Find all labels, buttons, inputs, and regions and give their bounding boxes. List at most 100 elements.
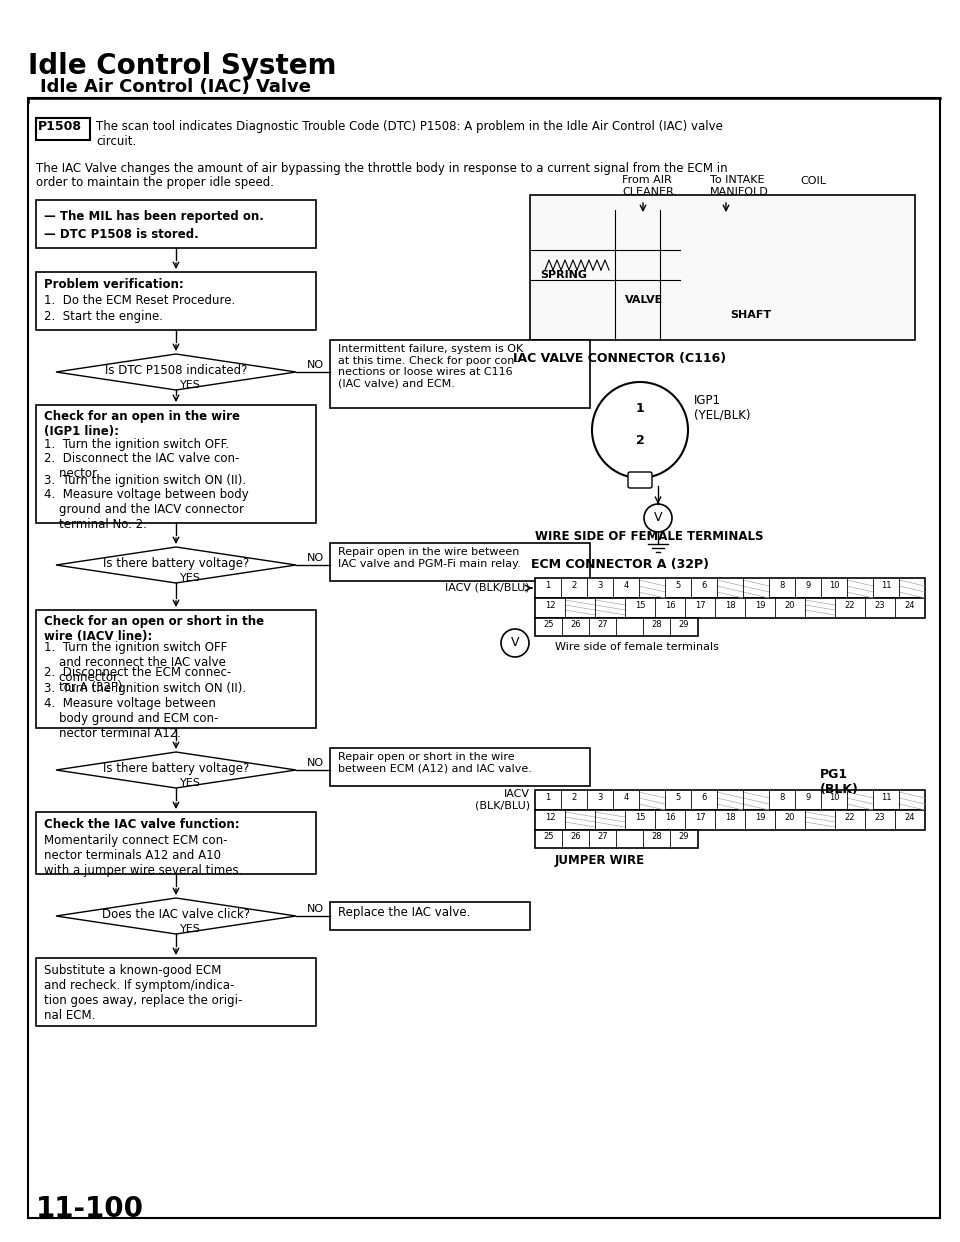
Text: ECM CONNECTOR A (32P): ECM CONNECTOR A (32P) bbox=[531, 558, 709, 571]
Text: 1: 1 bbox=[545, 581, 551, 590]
Text: YES: YES bbox=[180, 924, 201, 934]
Text: NO: NO bbox=[307, 360, 324, 370]
Text: 20: 20 bbox=[784, 814, 795, 822]
Text: 28: 28 bbox=[652, 832, 662, 841]
Text: NO: NO bbox=[307, 758, 324, 768]
Bar bbox=[36, 200, 316, 248]
Text: 24: 24 bbox=[904, 814, 915, 822]
Text: 12: 12 bbox=[544, 601, 555, 610]
Circle shape bbox=[592, 383, 688, 478]
Text: 9: 9 bbox=[805, 581, 810, 590]
Text: 8: 8 bbox=[780, 792, 784, 802]
Text: Wire side of female terminals: Wire side of female terminals bbox=[555, 642, 719, 652]
Text: 1.  Do the ECM Reset Procedure.: 1. Do the ECM Reset Procedure. bbox=[44, 294, 235, 307]
Text: Check for an open in the wire
(IGP1 line):: Check for an open in the wire (IGP1 line… bbox=[44, 410, 240, 438]
Text: 1: 1 bbox=[636, 402, 644, 415]
Text: V: V bbox=[511, 636, 519, 650]
Bar bbox=[330, 543, 590, 581]
Text: 2: 2 bbox=[571, 792, 577, 802]
Text: — The MIL has been reported on.: — The MIL has been reported on. bbox=[44, 210, 264, 224]
Text: Replace the IAC valve.: Replace the IAC valve. bbox=[338, 905, 470, 919]
Text: Idle Air Control (IAC) Valve: Idle Air Control (IAC) Valve bbox=[40, 78, 311, 96]
Text: SHAFT: SHAFT bbox=[730, 310, 771, 320]
Text: 17: 17 bbox=[695, 601, 706, 610]
Text: Repair open or short in the wire
between ECM (A12) and IAC valve.: Repair open or short in the wire between… bbox=[338, 751, 532, 774]
Text: Is there battery voltage?: Is there battery voltage? bbox=[103, 763, 250, 775]
Text: Substitute a known-good ECM
and recheck. If symptom/indica-
tion goes away, repl: Substitute a known-good ECM and recheck.… bbox=[44, 964, 242, 1022]
Text: IACV (BLK/BLU): IACV (BLK/BLU) bbox=[445, 582, 530, 592]
Text: IAC VALVE CONNECTOR (C116): IAC VALVE CONNECTOR (C116) bbox=[514, 351, 727, 365]
Text: IACV
(BLK/BLU): IACV (BLK/BLU) bbox=[475, 789, 530, 811]
Bar bbox=[36, 812, 316, 874]
Text: 5: 5 bbox=[676, 581, 681, 590]
Bar bbox=[330, 340, 590, 409]
Polygon shape bbox=[56, 898, 296, 934]
Text: 22: 22 bbox=[845, 601, 855, 610]
Text: 12: 12 bbox=[544, 814, 555, 822]
Text: 4: 4 bbox=[623, 581, 629, 590]
Bar bbox=[535, 578, 925, 597]
Text: 24: 24 bbox=[904, 601, 915, 610]
Text: Intermittent failure, system is OK
at this time. Check for poor con-
nections or: Intermittent failure, system is OK at th… bbox=[338, 344, 523, 389]
Text: Idle Control System: Idle Control System bbox=[28, 52, 337, 79]
Text: 2.  Start the engine.: 2. Start the engine. bbox=[44, 310, 163, 323]
Text: 11: 11 bbox=[880, 581, 891, 590]
Text: — DTC P1508 is stored.: — DTC P1508 is stored. bbox=[44, 229, 199, 241]
FancyBboxPatch shape bbox=[628, 472, 652, 488]
Text: 26: 26 bbox=[570, 620, 581, 628]
Text: 4: 4 bbox=[623, 792, 629, 802]
Text: 28: 28 bbox=[652, 620, 662, 628]
Text: 29: 29 bbox=[679, 832, 689, 841]
Text: 17: 17 bbox=[695, 814, 706, 822]
Bar bbox=[535, 790, 925, 810]
Text: order to maintain the proper idle speed.: order to maintain the proper idle speed. bbox=[36, 176, 274, 189]
Text: 11: 11 bbox=[880, 792, 891, 802]
Text: YES: YES bbox=[180, 777, 201, 787]
Text: 2.  Disconnect the ECM connec-
    tor A (32P).: 2. Disconnect the ECM connec- tor A (32P… bbox=[44, 666, 231, 694]
Text: 3: 3 bbox=[597, 792, 603, 802]
Text: 18: 18 bbox=[725, 814, 735, 822]
Text: 25: 25 bbox=[543, 832, 554, 841]
Text: COIL: COIL bbox=[800, 176, 826, 186]
Text: IGP1
(YEL/BLK): IGP1 (YEL/BLK) bbox=[694, 394, 751, 422]
Text: 1.  Turn the ignition switch OFF
    and reconnect the IAC valve
    connector.: 1. Turn the ignition switch OFF and reco… bbox=[44, 641, 228, 684]
Text: 4.  Measure voltage between
    body ground and ECM con-
    nector terminal A12: 4. Measure voltage between body ground a… bbox=[44, 697, 218, 740]
Text: The IAC Valve changes the amount of air bypassing the throttle body in response : The IAC Valve changes the amount of air … bbox=[36, 161, 728, 175]
Bar bbox=[535, 619, 698, 636]
Text: 1: 1 bbox=[545, 792, 551, 802]
Text: 6: 6 bbox=[702, 792, 707, 802]
Text: P1508: P1508 bbox=[38, 120, 82, 133]
Bar bbox=[535, 830, 698, 848]
Text: Check the IAC valve function:: Check the IAC valve function: bbox=[44, 818, 240, 831]
Bar bbox=[622, 392, 658, 422]
Text: From AIR
CLEANER: From AIR CLEANER bbox=[622, 175, 674, 196]
Bar bbox=[330, 902, 530, 930]
Text: 2.  Disconnect the IAC valve con-
    nector.: 2. Disconnect the IAC valve con- nector. bbox=[44, 452, 239, 479]
Text: Momentarily connect ECM con-
nector terminals A12 and A10
with a jumper wire sev: Momentarily connect ECM con- nector term… bbox=[44, 833, 242, 877]
Text: The scan tool indicates Diagnostic Trouble Code (DTC) P1508: A problem in the Id: The scan tool indicates Diagnostic Troub… bbox=[96, 120, 723, 148]
Text: Is DTC P1508 indicated?: Is DTC P1508 indicated? bbox=[105, 364, 247, 378]
Text: 11-100: 11-100 bbox=[36, 1195, 144, 1223]
Text: Does the IAC valve click?: Does the IAC valve click? bbox=[102, 908, 250, 922]
Bar bbox=[36, 958, 316, 1026]
Text: 10: 10 bbox=[828, 792, 839, 802]
Text: 6: 6 bbox=[702, 581, 707, 590]
Polygon shape bbox=[56, 354, 296, 390]
Text: 3: 3 bbox=[597, 581, 603, 590]
Circle shape bbox=[501, 628, 529, 657]
Polygon shape bbox=[56, 546, 296, 582]
Bar bbox=[330, 748, 590, 786]
Bar bbox=[622, 426, 658, 456]
Text: 8: 8 bbox=[780, 581, 784, 590]
Text: NO: NO bbox=[307, 904, 324, 914]
Bar bbox=[36, 118, 90, 140]
Text: NO: NO bbox=[307, 553, 324, 563]
Text: To INTAKE
MANIFOLD: To INTAKE MANIFOLD bbox=[710, 175, 769, 196]
Text: 23: 23 bbox=[875, 814, 885, 822]
Polygon shape bbox=[56, 751, 296, 787]
Text: 19: 19 bbox=[755, 814, 765, 822]
Circle shape bbox=[644, 504, 672, 532]
Text: V: V bbox=[654, 510, 662, 524]
Bar bbox=[535, 597, 925, 619]
Text: 1.  Turn the ignition switch OFF.: 1. Turn the ignition switch OFF. bbox=[44, 438, 229, 451]
